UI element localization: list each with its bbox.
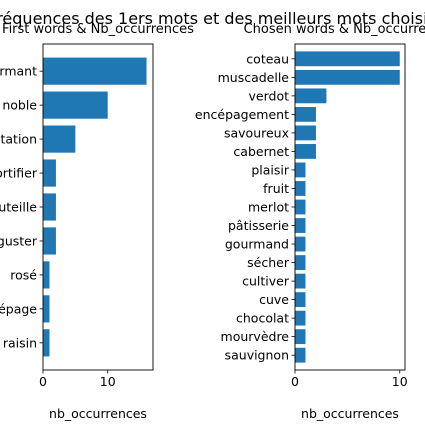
- first-words-bar-7: [43, 261, 50, 289]
- chosen-words-label-5: savoureux: [224, 125, 289, 140]
- first-words-label-3: dégustation: [0, 132, 37, 147]
- first-words-bar-8: [43, 295, 50, 323]
- first-words-bar-4: [43, 159, 56, 187]
- first-words-label-7: rosé: [10, 267, 37, 282]
- chosen-words-label-17: sauvignon: [225, 348, 289, 363]
- first-words-label-9: raisin: [3, 335, 37, 350]
- first-words-bar-2: [43, 91, 108, 119]
- chosen-words-bar-4: [295, 106, 316, 122]
- chosen-words-xlabel: nb_occurrences: [301, 406, 399, 421]
- first-words-bar-3: [43, 125, 76, 153]
- chosen-words-label-8: fruit: [263, 181, 289, 196]
- chosen-words-label-7: plaisir: [251, 162, 290, 177]
- first-words-bar-9: [43, 329, 50, 357]
- first-words-label-5: bouteille: [0, 200, 37, 215]
- chosen-words-bar-17: [295, 347, 306, 363]
- chosen-words-label-2: muscadelle: [218, 70, 290, 85]
- chosen-words-bar-16: [295, 329, 306, 345]
- chosen-words-bar-12: [295, 255, 306, 270]
- chosen-words-bar-6: [295, 144, 316, 159]
- first-words-bar-5: [43, 193, 56, 221]
- first-words-label-1: dormant: [0, 64, 37, 79]
- chosen-words-label-6: cabernet: [233, 144, 289, 159]
- first-words-xlabel: nb_occurrences: [49, 406, 147, 421]
- chosen-words-bar-5: [295, 125, 316, 141]
- figure-suptitle: Fréquences des 1ers mots et des meilleur…: [0, 9, 425, 28]
- first-words-label-8: cépage: [0, 301, 37, 316]
- chosen-words-bar-1: [295, 51, 400, 67]
- first-words-label-4: fortifier: [0, 166, 38, 181]
- chosen-words-bar-8: [295, 181, 306, 196]
- first-words-label-2: noble: [2, 98, 37, 113]
- chosen-words-label-4: encépagement: [195, 107, 289, 122]
- chosen-words-axes-frame: [294, 43, 406, 371]
- chosen-words-bar-3: [295, 88, 327, 104]
- chosen-words-label-3: verdot: [249, 88, 290, 103]
- chosen-words-label-15: chocolat: [236, 311, 289, 326]
- chosen-words-label-16: mourvèdre: [221, 329, 290, 344]
- chosen-words-bar-9: [295, 199, 306, 215]
- first-words-axes-frame: [42, 43, 154, 371]
- first-words-bar-1: [43, 57, 147, 85]
- chosen-words-bar-10: [295, 218, 306, 233]
- chosen-words-label-13: cultiver: [242, 274, 290, 289]
- first-words-title: First words & Nb_occurrences: [2, 22, 194, 37]
- first-words-xtick-label-2: 10: [100, 374, 116, 389]
- first-words-label-6: déguster: [0, 233, 38, 248]
- first-words-bar-6: [43, 227, 56, 255]
- chosen-words-label-10: pâtisserie: [228, 218, 289, 233]
- first-words-xtick-label-1: 0: [39, 374, 47, 389]
- chosen-words-title: Chosen words & Nb_occurrences: [244, 22, 425, 37]
- chosen-words-xtick-label-1: 0: [291, 374, 299, 389]
- chosen-words-label-11: gourmand: [225, 237, 289, 252]
- chosen-words-label-9: merlot: [248, 200, 289, 215]
- chosen-words-bar-14: [295, 292, 306, 308]
- chosen-words-label-12: sécher: [247, 255, 290, 270]
- chosen-words-bar-11: [295, 236, 306, 252]
- chosen-words-label-14: cuve: [259, 292, 289, 307]
- chosen-words-label-1: coteau: [246, 51, 289, 66]
- chosen-words-bar-15: [295, 310, 306, 326]
- chosen-words-bar-13: [295, 273, 306, 289]
- chosen-words-xtick-label-2: 10: [392, 374, 408, 389]
- chosen-words-bar-7: [295, 162, 306, 178]
- chosen-words-bar-2: [295, 69, 400, 85]
